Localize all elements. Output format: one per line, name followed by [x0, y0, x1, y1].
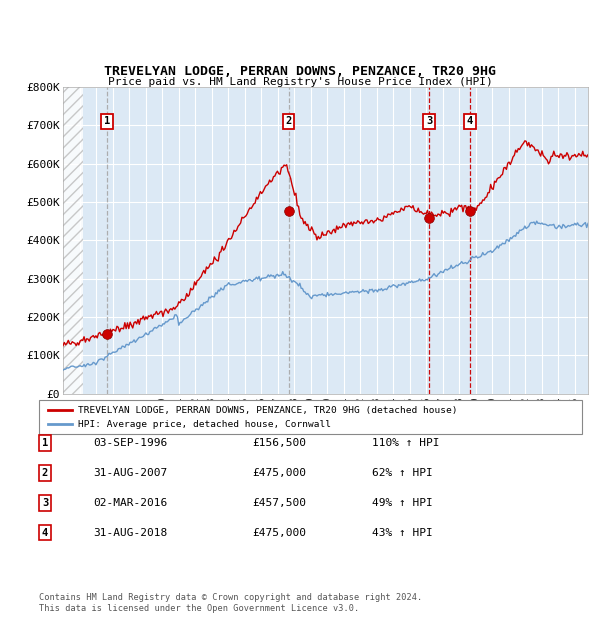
- Text: Contains HM Land Registry data © Crown copyright and database right 2024.
This d: Contains HM Land Registry data © Crown c…: [39, 593, 422, 613]
- Text: 1: 1: [104, 117, 110, 126]
- Text: TREVELYAN LODGE, PERRAN DOWNS, PENZANCE, TR20 9HG (detached house): TREVELYAN LODGE, PERRAN DOWNS, PENZANCE,…: [78, 405, 458, 415]
- Text: 3: 3: [426, 117, 432, 126]
- Text: 31-AUG-2007: 31-AUG-2007: [93, 468, 167, 478]
- Text: TREVELYAN LODGE, PERRAN DOWNS, PENZANCE, TR20 9HG: TREVELYAN LODGE, PERRAN DOWNS, PENZANCE,…: [104, 65, 496, 78]
- Text: Price paid vs. HM Land Registry's House Price Index (HPI): Price paid vs. HM Land Registry's House …: [107, 77, 493, 87]
- Text: £156,500: £156,500: [252, 438, 306, 448]
- Text: 4: 4: [467, 117, 473, 126]
- Text: £457,500: £457,500: [252, 498, 306, 508]
- Text: 02-MAR-2016: 02-MAR-2016: [93, 498, 167, 508]
- Text: 2: 2: [42, 468, 48, 478]
- Text: 43% ↑ HPI: 43% ↑ HPI: [372, 528, 433, 538]
- Text: 62% ↑ HPI: 62% ↑ HPI: [372, 468, 433, 478]
- Text: 3: 3: [42, 498, 48, 508]
- Text: 49% ↑ HPI: 49% ↑ HPI: [372, 498, 433, 508]
- Text: £475,000: £475,000: [252, 528, 306, 538]
- Text: 31-AUG-2018: 31-AUG-2018: [93, 528, 167, 538]
- Text: 03-SEP-1996: 03-SEP-1996: [93, 438, 167, 448]
- Text: 1: 1: [42, 438, 48, 448]
- Text: 4: 4: [42, 528, 48, 538]
- Text: 110% ↑ HPI: 110% ↑ HPI: [372, 438, 439, 448]
- Text: 2: 2: [286, 117, 292, 126]
- Text: HPI: Average price, detached house, Cornwall: HPI: Average price, detached house, Corn…: [78, 420, 331, 429]
- Text: £475,000: £475,000: [252, 468, 306, 478]
